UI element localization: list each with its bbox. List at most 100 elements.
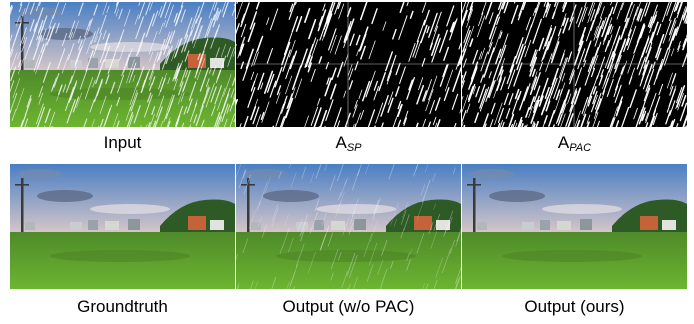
rain-streak	[37, 20, 44, 35]
rain-streak	[573, 40, 584, 66]
rain-streak	[602, 73, 608, 89]
rain-streak	[522, 2, 527, 11]
rain-streak	[515, 37, 524, 59]
rain-streak	[583, 102, 589, 116]
rain-streak	[169, 30, 176, 44]
rain-streak	[103, 33, 110, 50]
rain-streak	[18, 4, 23, 12]
rain-streak	[247, 22, 256, 43]
rain-streak	[99, 95, 107, 115]
rain-streak	[24, 2, 30, 15]
rain-streak	[151, 76, 156, 85]
rain-streak	[368, 70, 376, 90]
rain-streak	[318, 15, 323, 26]
rain-streak	[598, 75, 604, 86]
rain-streak	[330, 34, 337, 54]
rain-streak	[10, 80, 15, 93]
rain-streak	[360, 109, 365, 120]
rain-streak	[469, 38, 474, 47]
caption-apac: APAC	[557, 133, 592, 154]
rain-streak	[118, 45, 125, 62]
rain-streak	[285, 75, 293, 95]
rain-streak	[341, 271, 348, 289]
rain-streak	[519, 119, 523, 127]
rain-streak	[231, 76, 235, 86]
rain-streak	[240, 36, 245, 49]
rain-streak	[331, 67, 337, 81]
panel-graphic	[236, 164, 461, 289]
rain-streak	[475, 86, 481, 98]
rain-streak	[11, 109, 17, 121]
rain-streak	[477, 15, 486, 38]
rain-streak	[78, 39, 83, 51]
rain-streak	[245, 48, 254, 70]
rain-streak	[550, 41, 560, 64]
rain-streak	[681, 6, 687, 19]
rain-streak	[338, 251, 342, 261]
rain-streak	[472, 86, 476, 95]
rain-streak	[611, 37, 621, 60]
rain-streak	[524, 39, 532, 58]
rain-streak	[606, 78, 614, 97]
rain-streak	[186, 98, 193, 114]
rain-streak	[462, 122, 464, 127]
rain-streak	[52, 2, 60, 19]
rain-streak	[301, 166, 307, 179]
house	[640, 216, 658, 230]
rain-streak	[681, 94, 687, 107]
rain-streak	[451, 20, 457, 33]
rain-streak	[192, 17, 202, 42]
rain-streak	[627, 25, 637, 51]
rain-streak	[586, 121, 590, 127]
rain-streak	[547, 26, 557, 51]
utility-pole-arm	[15, 184, 29, 186]
rain-streak	[590, 67, 595, 78]
rain-streak	[416, 19, 426, 43]
rain-streak	[423, 86, 430, 102]
rain-streak	[574, 67, 583, 87]
rain-streak	[161, 48, 171, 70]
rain-streak	[409, 10, 414, 19]
rain-streak	[480, 51, 489, 72]
rain-streak	[510, 125, 513, 127]
house	[210, 58, 224, 68]
rain-streak	[319, 16, 329, 41]
rain-streak	[260, 82, 264, 90]
rain-streak	[271, 276, 277, 289]
rain-streak	[344, 177, 348, 186]
rain-streak	[78, 2, 84, 16]
rain-streak	[290, 172, 297, 188]
rain-streak	[266, 73, 275, 93]
rain-streak	[607, 34, 613, 47]
rain-streak	[36, 2, 41, 12]
mask-apac-image	[462, 2, 687, 127]
output-ours-image	[462, 164, 687, 289]
rain-streak	[175, 118, 180, 127]
rain-streak	[152, 120, 157, 127]
rain-streak	[199, 67, 210, 92]
rain-streak	[525, 107, 530, 118]
caption-output-ours: Output (ours)	[524, 297, 625, 316]
rain-streak	[533, 85, 541, 103]
rain-streak	[348, 218, 355, 235]
rain-streak	[18, 59, 22, 68]
rain-streak	[142, 79, 146, 88]
rain-streak	[670, 48, 675, 57]
rain-streak	[349, 211, 355, 224]
rain-streak	[10, 34, 18, 57]
rain-streak	[128, 114, 134, 127]
rain-streak	[483, 68, 488, 78]
rain-streak	[449, 239, 456, 254]
rain-streak	[538, 95, 544, 107]
rain-streak	[289, 164, 292, 169]
rain-streak	[430, 230, 438, 249]
rain-streak	[652, 96, 661, 116]
cloud	[244, 169, 288, 179]
rain-streak	[488, 26, 497, 48]
rain-streak	[22, 37, 26, 45]
rain-streak	[21, 36, 28, 53]
rain-streak	[403, 214, 410, 231]
rain-streak	[377, 259, 384, 276]
rain-streak	[330, 83, 337, 100]
rain-streak	[136, 32, 146, 57]
